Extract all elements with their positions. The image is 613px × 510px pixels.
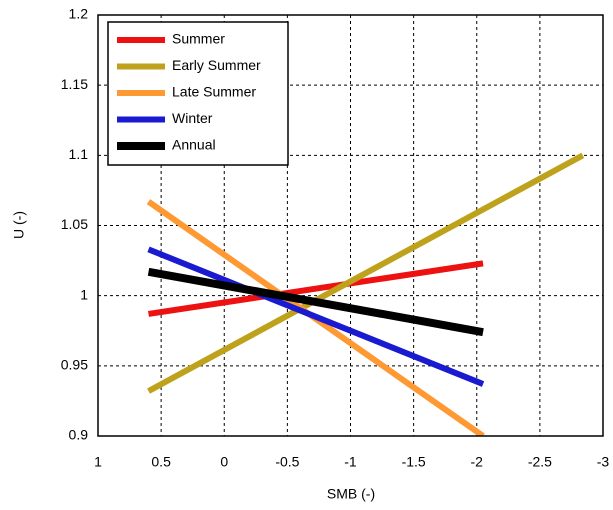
y-tick-label: 1 <box>80 286 88 302</box>
series-line <box>147 246 485 387</box>
x-tick-label: -0.5 <box>275 454 299 470</box>
legend-label: Summer <box>172 31 225 47</box>
y-tick-label: 0.95 <box>61 357 88 373</box>
x-tick-label: -2 <box>471 454 484 470</box>
series-line <box>148 260 484 317</box>
x-tick-label: 0 <box>220 454 228 470</box>
legend-label: Annual <box>172 137 216 153</box>
legend-label: Winter <box>172 110 213 126</box>
series-line <box>147 152 585 394</box>
x-axis-label: SMB (-) <box>327 486 375 502</box>
series-line <box>147 267 484 337</box>
legend-label: Late Summer <box>172 84 256 100</box>
y-tick-label: 1.15 <box>61 76 88 92</box>
x-tick-label: 0.5 <box>151 454 171 470</box>
x-tick-label: -1 <box>344 454 357 470</box>
y-tick-label: 0.9 <box>69 427 89 443</box>
x-tick-label: -3 <box>597 454 610 470</box>
x-tick-label: -1.5 <box>402 454 426 470</box>
plot-frame <box>97 14 604 437</box>
y-tick-label: 1.05 <box>61 216 88 232</box>
legend-label: Early Summer <box>172 57 261 73</box>
y-tick-label: 1.2 <box>69 6 89 22</box>
x-tick-label: -2.5 <box>528 454 552 470</box>
x-tick-label: 1 <box>94 454 102 470</box>
y-axis-label: U (-) <box>11 211 27 239</box>
y-tick-label: 1.1 <box>69 146 89 162</box>
